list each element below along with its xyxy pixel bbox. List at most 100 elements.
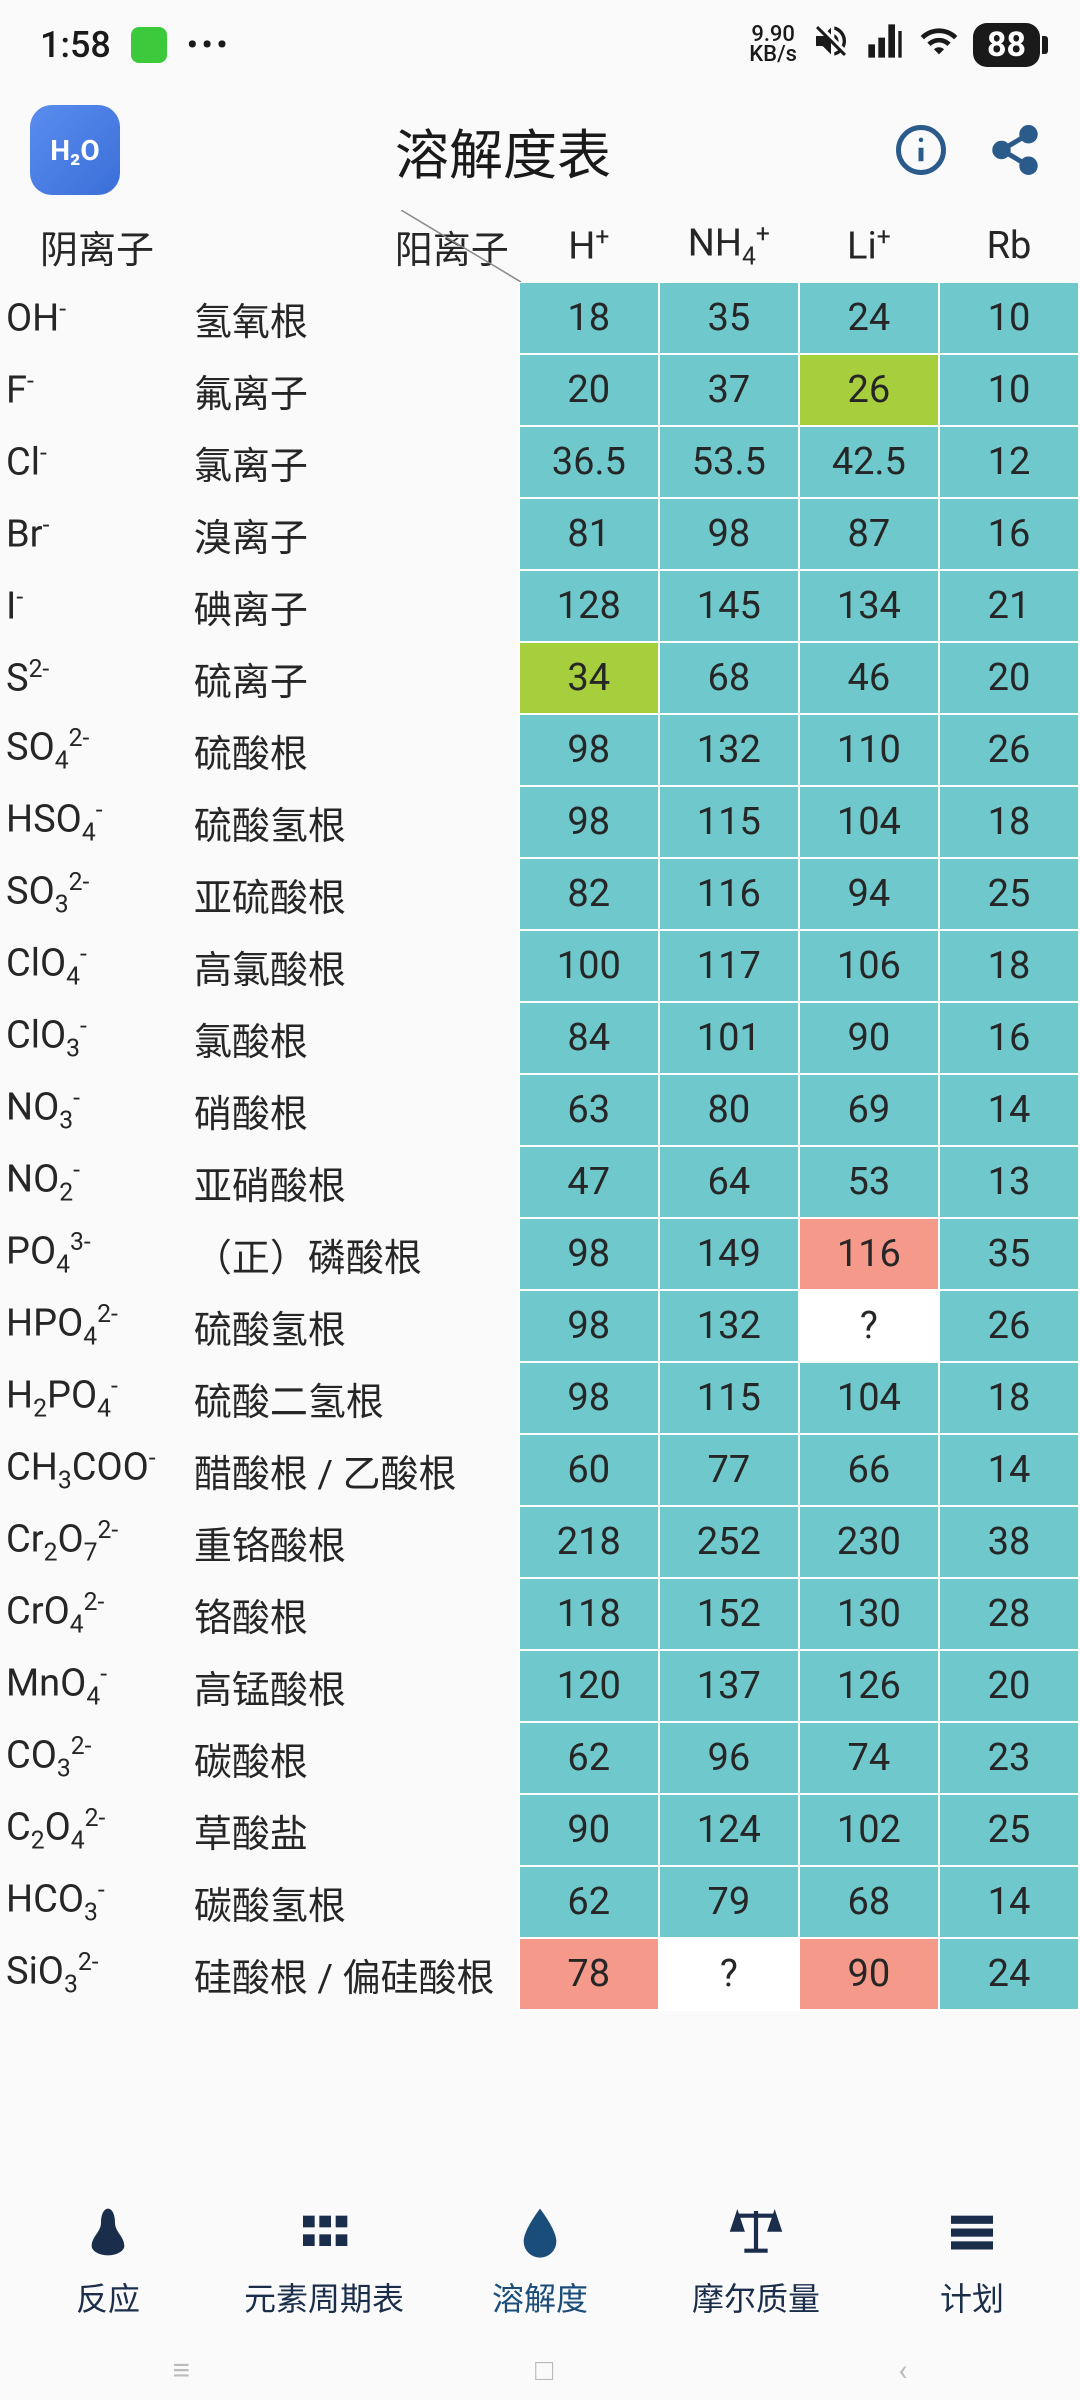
solubility-table[interactable]: 阴离子阳离子H+NH4+Li+RbOH-氢氧根18352410F-氟离子2037… <box>0 210 1080 2011</box>
solubility-cell[interactable]: 16 <box>939 1002 1079 1074</box>
solubility-cell[interactable]: 46 <box>799 642 939 714</box>
solubility-cell[interactable]: 145 <box>659 570 799 642</box>
solubility-cell[interactable]: 24 <box>939 1938 1079 2010</box>
nav-plan[interactable]: 计划 <box>864 2180 1080 2340</box>
solubility-cell[interactable]: 14 <box>939 1074 1079 1146</box>
solubility-cell[interactable]: 90 <box>799 1938 939 2010</box>
table-row[interactable]: F-氟离子20372610 <box>0 354 1079 426</box>
solubility-cell[interactable]: 106 <box>799 930 939 1002</box>
solubility-cell[interactable]: 69 <box>799 1074 939 1146</box>
home-icon[interactable]: □ <box>535 2353 553 2388</box>
solubility-cell[interactable]: 98 <box>519 1290 659 1362</box>
table-row[interactable]: S2-硫离子34684620 <box>0 642 1079 714</box>
solubility-cell[interactable]: 128 <box>519 570 659 642</box>
table-row[interactable]: I-碘离子12814513421 <box>0 570 1079 642</box>
solubility-cell[interactable]: 149 <box>659 1218 799 1290</box>
solubility-cell[interactable]: 18 <box>519 282 659 354</box>
solubility-cell[interactable]: 18 <box>939 786 1079 858</box>
table-row[interactable]: SiO32-硅酸根 / 偏硅酸根78?9024 <box>0 1938 1079 2010</box>
app-logo-icon[interactable]: H₂O <box>30 105 120 195</box>
nav-reactions[interactable]: 反应 <box>0 2180 216 2340</box>
solubility-cell[interactable]: 18 <box>939 1362 1079 1434</box>
solubility-cell[interactable]: 26 <box>799 354 939 426</box>
solubility-cell[interactable]: 26 <box>939 1290 1079 1362</box>
solubility-cell[interactable]: 20 <box>939 642 1079 714</box>
solubility-cell[interactable]: 18 <box>939 930 1079 1002</box>
solubility-cell[interactable]: 110 <box>799 714 939 786</box>
solubility-cell[interactable]: 90 <box>519 1794 659 1866</box>
solubility-cell[interactable]: 64 <box>659 1146 799 1218</box>
solubility-cell[interactable]: 34 <box>519 642 659 714</box>
solubility-cell[interactable]: 62 <box>519 1722 659 1794</box>
solubility-cell[interactable]: 152 <box>659 1578 799 1650</box>
solubility-cell[interactable]: 68 <box>799 1866 939 1938</box>
solubility-cell[interactable]: 10 <box>939 282 1079 354</box>
table-row[interactable]: Cr2O72-重铬酸根21825223038 <box>0 1506 1079 1578</box>
table-row[interactable]: PO43-（正）磷酸根9814911635 <box>0 1218 1079 1290</box>
back-icon[interactable]: ‹ <box>898 2353 907 2388</box>
solubility-cell[interactable]: 116 <box>799 1218 939 1290</box>
solubility-cell[interactable]: 14 <box>939 1866 1079 1938</box>
solubility-cell[interactable]: 79 <box>659 1866 799 1938</box>
solubility-cell[interactable]: 16 <box>939 498 1079 570</box>
solubility-cell[interactable]: 130 <box>799 1578 939 1650</box>
solubility-cell[interactable]: 25 <box>939 1794 1079 1866</box>
table-row[interactable]: SO32-亚硫酸根821169425 <box>0 858 1079 930</box>
table-row[interactable]: C2O42-草酸盐9012410225 <box>0 1794 1079 1866</box>
solubility-cell[interactable]: 98 <box>519 786 659 858</box>
solubility-cell[interactable]: 12 <box>939 426 1079 498</box>
solubility-cell[interactable]: 87 <box>799 498 939 570</box>
solubility-cell[interactable]: 98 <box>519 1362 659 1434</box>
solubility-cell[interactable]: 14 <box>939 1434 1079 1506</box>
solubility-cell[interactable]: 252 <box>659 1506 799 1578</box>
solubility-cell[interactable]: 98 <box>659 498 799 570</box>
solubility-cell[interactable]: 132 <box>659 714 799 786</box>
solubility-cell[interactable]: 124 <box>659 1794 799 1866</box>
table-row[interactable]: HSO4-硫酸氢根9811510418 <box>0 786 1079 858</box>
solubility-cell[interactable]: 84 <box>519 1002 659 1074</box>
solubility-cell[interactable]: 35 <box>659 282 799 354</box>
table-row[interactable]: CH3COO-醋酸根 / 乙酸根60776614 <box>0 1434 1079 1506</box>
table-row[interactable]: ClO3-氯酸根841019016 <box>0 1002 1079 1074</box>
solubility-cell[interactable]: 94 <box>799 858 939 930</box>
solubility-cell[interactable]: 25 <box>939 858 1079 930</box>
solubility-cell[interactable]: 13 <box>939 1146 1079 1218</box>
solubility-cell[interactable]: 20 <box>939 1650 1079 1722</box>
solubility-cell[interactable]: 116 <box>659 858 799 930</box>
solubility-cell[interactable]: 134 <box>799 570 939 642</box>
solubility-cell[interactable]: 118 <box>519 1578 659 1650</box>
solubility-cell[interactable]: ? <box>659 1938 799 2010</box>
nav-solubility[interactable]: 溶解度 <box>432 2180 648 2340</box>
table-row[interactable]: OH-氢氧根18352410 <box>0 282 1079 354</box>
table-row[interactable]: CO32-碳酸根62967423 <box>0 1722 1079 1794</box>
solubility-cell[interactable]: 63 <box>519 1074 659 1146</box>
solubility-cell[interactable]: 62 <box>519 1866 659 1938</box>
solubility-cell[interactable]: 53.5 <box>659 426 799 498</box>
solubility-cell[interactable]: 98 <box>519 714 659 786</box>
solubility-cell[interactable]: 132 <box>659 1290 799 1362</box>
cation-column-header[interactable]: Rb <box>939 210 1079 282</box>
solubility-cell[interactable]: 42.5 <box>799 426 939 498</box>
solubility-cell[interactable]: 38 <box>939 1506 1079 1578</box>
table-row[interactable]: Br-溴离子81988716 <box>0 498 1079 570</box>
solubility-cell[interactable]: 102 <box>799 1794 939 1866</box>
solubility-cell[interactable]: ? <box>799 1290 939 1362</box>
solubility-cell[interactable]: 100 <box>519 930 659 1002</box>
solubility-cell[interactable]: 126 <box>799 1650 939 1722</box>
cation-column-header[interactable]: Li+ <box>799 210 939 282</box>
table-row[interactable]: HCO3-碳酸氢根62796814 <box>0 1866 1079 1938</box>
nav-molar-mass[interactable]: 摩尔质量 <box>648 2180 864 2340</box>
table-row[interactable]: SO42-硫酸根9813211026 <box>0 714 1079 786</box>
solubility-cell[interactable]: 81 <box>519 498 659 570</box>
solubility-cell[interactable]: 66 <box>799 1434 939 1506</box>
solubility-cell[interactable]: 98 <box>519 1218 659 1290</box>
solubility-cell[interactable]: 218 <box>519 1506 659 1578</box>
solubility-cell[interactable]: 53 <box>799 1146 939 1218</box>
table-row[interactable]: HPO42-硫酸氢根98132?26 <box>0 1290 1079 1362</box>
cation-column-header[interactable]: NH4+ <box>659 210 799 282</box>
solubility-cell[interactable]: 68 <box>659 642 799 714</box>
solubility-cell[interactable]: 78 <box>519 1938 659 2010</box>
solubility-cell[interactable]: 60 <box>519 1434 659 1506</box>
info-icon[interactable] <box>886 115 956 185</box>
solubility-cell[interactable]: 74 <box>799 1722 939 1794</box>
